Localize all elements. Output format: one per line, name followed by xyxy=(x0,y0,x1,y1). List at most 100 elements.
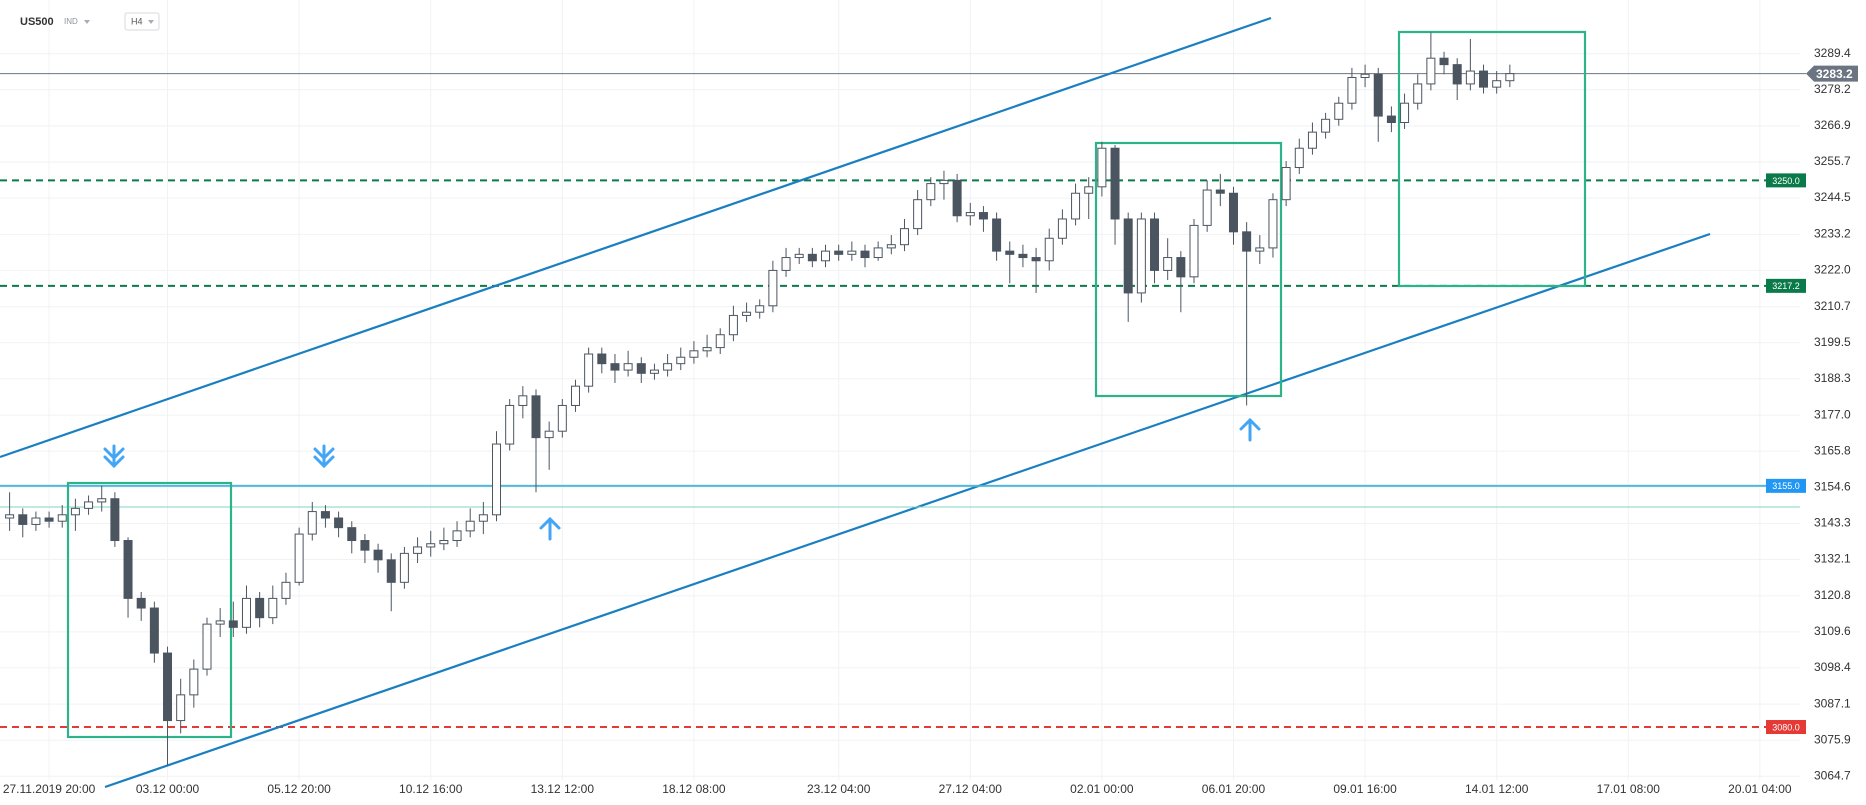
y-tick-label: 3064.7 xyxy=(1814,768,1851,782)
y-tick-label: 3289.4 xyxy=(1814,46,1851,60)
candle-body xyxy=(1281,167,1291,201)
candle-body xyxy=(1176,257,1186,278)
candle-body xyxy=(623,363,633,371)
candle-body xyxy=(5,514,15,519)
y-tick-label: 3075.9 xyxy=(1814,732,1851,746)
y-tick-label: 3109.6 xyxy=(1814,624,1851,638)
candle-body xyxy=(649,369,659,374)
candle-body xyxy=(1005,250,1015,255)
candle-body xyxy=(807,253,817,262)
candle-body xyxy=(1057,218,1067,239)
dropdown-icon xyxy=(84,20,90,24)
level-badge xyxy=(1766,478,1806,493)
candle-body xyxy=(794,253,804,259)
candle-body xyxy=(347,527,357,542)
candle-body xyxy=(847,250,857,255)
x-tick-label: 14.01 12:00 xyxy=(1465,782,1529,796)
timeframe-select[interactable] xyxy=(124,12,160,31)
candle-body xyxy=(163,652,173,722)
level-badge-label: 3080.0 xyxy=(1772,722,1800,732)
candle-body xyxy=(952,179,962,217)
candle-body xyxy=(1031,257,1041,262)
candle-body xyxy=(1163,257,1173,271)
timeframe: H4 xyxy=(131,16,143,26)
candle-body xyxy=(57,514,67,522)
level-badge xyxy=(1766,720,1806,735)
candle-body xyxy=(399,552,409,583)
level-badge xyxy=(1766,278,1806,293)
candle-body xyxy=(584,353,594,387)
candle-body xyxy=(886,244,896,249)
highlight-box xyxy=(1094,141,1283,398)
y-tick-label: 3278.2 xyxy=(1814,82,1851,96)
candle-body xyxy=(1110,147,1120,220)
candle-body xyxy=(1465,70,1475,85)
arrow-down xyxy=(313,444,335,469)
y-tick-label: 3233.2 xyxy=(1814,227,1851,241)
candle-body xyxy=(781,257,791,271)
candle-body xyxy=(715,334,725,349)
candle-body xyxy=(1084,186,1094,194)
candle-body xyxy=(1492,80,1502,88)
candle-body xyxy=(294,533,304,583)
y-tick-label: 3222.0 xyxy=(1814,263,1851,277)
candle-body xyxy=(176,694,186,722)
x-tick-label: 13.12 12:00 xyxy=(531,782,595,796)
candle-body xyxy=(1452,64,1462,85)
candle-body xyxy=(1228,192,1238,233)
candle-body xyxy=(1321,118,1331,133)
arrow-up xyxy=(539,516,561,541)
candle-body xyxy=(1413,83,1423,104)
arrow-down xyxy=(103,444,125,469)
candle-body xyxy=(899,228,909,246)
candle-body xyxy=(1307,131,1317,149)
candle-body xyxy=(1294,147,1304,169)
candle-body xyxy=(439,540,449,545)
candle-body xyxy=(31,517,41,525)
y-tick-label: 3210.7 xyxy=(1814,299,1851,313)
x-tick-label: 09.01 16:00 xyxy=(1333,782,1397,796)
candle-body xyxy=(255,597,265,619)
x-tick-label: 02.01 00:00 xyxy=(1070,782,1134,796)
candle-body xyxy=(978,212,988,220)
highlight-box xyxy=(66,481,233,739)
x-tick-label: 23.12 04:00 xyxy=(807,782,871,796)
candle-body xyxy=(926,183,936,201)
candle-body xyxy=(281,581,291,599)
x-tick-label: 20.01 04:00 xyxy=(1728,782,1792,796)
x-tick-label: 18.12 08:00 xyxy=(662,782,726,796)
price-badge-label: 3283.2 xyxy=(1816,67,1853,81)
candle-body xyxy=(755,305,765,313)
arrows xyxy=(103,417,1261,541)
candle-body xyxy=(360,540,370,551)
candle-body xyxy=(834,250,844,255)
candle-body xyxy=(452,530,462,542)
candle-body xyxy=(1189,224,1199,278)
candle-body xyxy=(939,179,949,185)
badges: 3289.4 3278.2 3266.9 3255.7 3244.5 3233.2 3222… xyxy=(3,46,1858,796)
y-tick-label: 3132.1 xyxy=(1814,552,1851,566)
candle-body xyxy=(1373,73,1383,117)
candle-body xyxy=(570,385,580,406)
candle-body xyxy=(821,250,831,262)
candle-body xyxy=(689,350,699,358)
x-tick-label: 05.12 20:00 xyxy=(267,782,331,796)
candle-body xyxy=(478,514,488,522)
candle-body xyxy=(1347,76,1357,104)
candle-body xyxy=(518,395,528,406)
candle-body xyxy=(110,498,120,542)
candle-body xyxy=(676,356,686,365)
candle-body xyxy=(768,269,778,307)
candle-body xyxy=(1018,253,1028,259)
candle-body xyxy=(413,546,423,554)
candle-body xyxy=(123,540,133,599)
candle-body xyxy=(268,597,278,619)
candle-body xyxy=(334,517,344,529)
candle-body xyxy=(1386,115,1396,124)
candle-body xyxy=(702,347,712,352)
candle-body xyxy=(97,498,107,503)
y-tick-label: 3188.3 xyxy=(1814,371,1851,385)
x-tick-label: 06.01 20:00 xyxy=(1202,782,1266,796)
candle-body xyxy=(492,443,502,516)
